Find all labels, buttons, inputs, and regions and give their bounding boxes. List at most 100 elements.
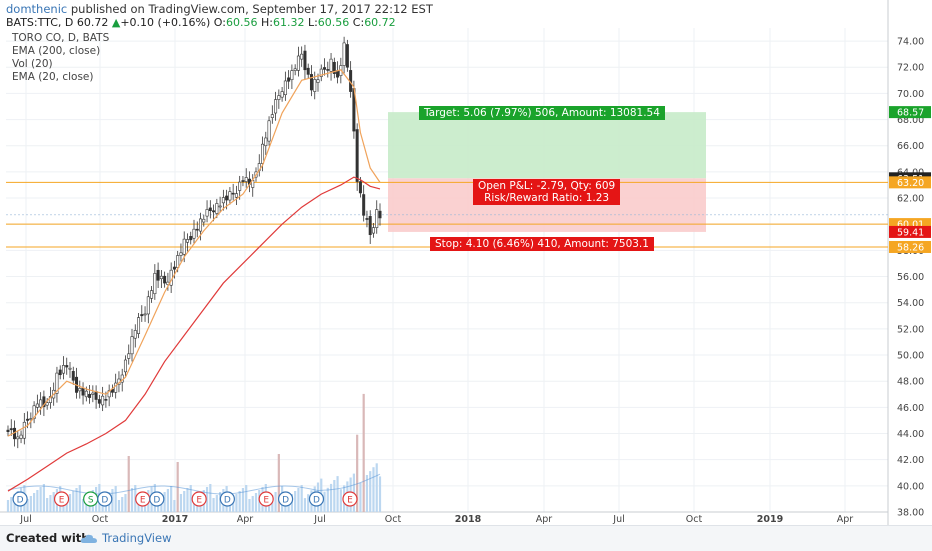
volume-bar [329,483,333,512]
event-marker-label: D [224,496,231,506]
price-badge [889,240,931,253]
volume-bar [166,489,169,512]
candle-body [176,255,180,268]
time-tick-label: Apr [536,514,553,525]
candle-body [127,353,131,359]
price-tick-label: 48.00 [897,377,924,388]
volume-ma-line [7,473,381,495]
price-badge-label: 68.57 [897,108,924,119]
ema-lines [7,69,381,492]
candle-body [212,210,216,213]
candle-body [97,399,101,404]
price-tick-label: 46.00 [897,403,924,414]
candle-body [238,181,242,191]
volume-bar [300,485,303,512]
volume-bar [26,499,29,512]
h-label: H: [260,16,273,29]
target-label[interactable]: Target: 5.06 (7.97%) 506, Amount: 13081.… [419,106,665,120]
candle-body [195,228,199,231]
candle-body [153,273,157,295]
candle-body [42,396,46,408]
candle-body [146,296,150,315]
event-marker [149,491,165,507]
candle-body [78,388,82,392]
author-link[interactable]: domthenic [6,2,68,16]
candle-body [133,330,137,339]
price-axis[interactable]: 38.00 40.00 42.00 44.00 46.00 48.00 50.00 52.00… [897,37,924,519]
candle-body [26,418,30,421]
stop-label[interactable]: Stop: 4.10 (6.46%) 410, Amount: 7503.1 [430,237,654,251]
target-zone [388,112,706,179]
candle-body [287,77,291,82]
event-marker [277,491,294,507]
price-tick-label: 62.00 [897,194,924,205]
change: +0.10 (+0.16%) [120,16,211,29]
volume-bar [378,476,382,512]
volume-bar [72,491,75,512]
price-badge [889,176,931,189]
volume-bar [75,488,78,512]
candle-body [228,191,232,201]
price-tick-label: 50.00 [897,351,924,362]
candle-body [355,129,359,182]
candle-body [345,44,349,68]
volume-bar [307,494,310,512]
price-badge-label: 58.26 [897,242,924,253]
candle-body [316,79,320,83]
event-marker-label: D [282,496,289,506]
legend-symbol[interactable]: TORO CO, D, BATS [12,32,110,44]
price-badge [889,225,931,238]
candle-body [199,218,203,232]
event-marker [97,491,113,507]
open-pl-text: Open P&L: -2.79, Qty: 609 [478,180,616,192]
volume-bar [39,487,42,512]
event-marker-label: E [59,496,65,506]
candle-body [264,137,268,147]
volume-bar [137,499,140,512]
candle-body [140,314,144,317]
volume-bar [323,491,326,512]
volume-bar [212,498,215,512]
legend-ema20[interactable]: EMA (20, close) [12,71,94,83]
position-zones [388,112,706,232]
candle-body [68,367,72,370]
volume-bar [365,475,369,512]
volume-bar [375,463,378,512]
legend-ema200[interactable]: EMA (200, close) [12,45,101,57]
time-tick-label: Jul [313,514,325,525]
candle-body [91,392,95,395]
candle-body [179,252,183,256]
candle-body [218,205,222,208]
event-marker [342,491,358,507]
volume-bar [124,494,127,512]
volume-bar [274,492,277,512]
last-price: 60.72 [76,16,109,29]
event-marker [258,491,274,507]
publish-line: domthenic published on TradingView.com, … [6,2,433,16]
candle-body [280,91,284,98]
candle-body [270,114,274,118]
time-axis[interactable]: Jul Oct 2017 Apr Jul Oct 2018 Apr Jul Oct 2019 Apr [19,514,853,525]
volume-bar [245,485,248,512]
volume-bar [192,499,196,512]
volume-bar [81,499,85,512]
legend-volume[interactable]: Vol (20) [12,58,53,70]
volume-bar [359,482,362,512]
candle-body [358,181,362,194]
candle-body [159,275,163,280]
volume-bar [179,494,183,512]
risk-reward-text: Risk/Reward Ratio: 1.23 [484,192,610,204]
volume-bar [241,488,245,512]
volume-bar [254,493,258,512]
c-label: C: [352,16,365,29]
candle-body [231,192,235,195]
volume-bar [235,494,238,512]
candle-body [39,399,43,408]
tradingview-logo[interactable]: TradingView [80,531,171,545]
event-marker-label: E [263,496,269,506]
candle-body [45,402,49,406]
volume-bar [68,494,72,512]
open-pl-label[interactable]: Open P&L: -2.79, Qty: 609 Risk/Reward Ra… [473,179,621,205]
